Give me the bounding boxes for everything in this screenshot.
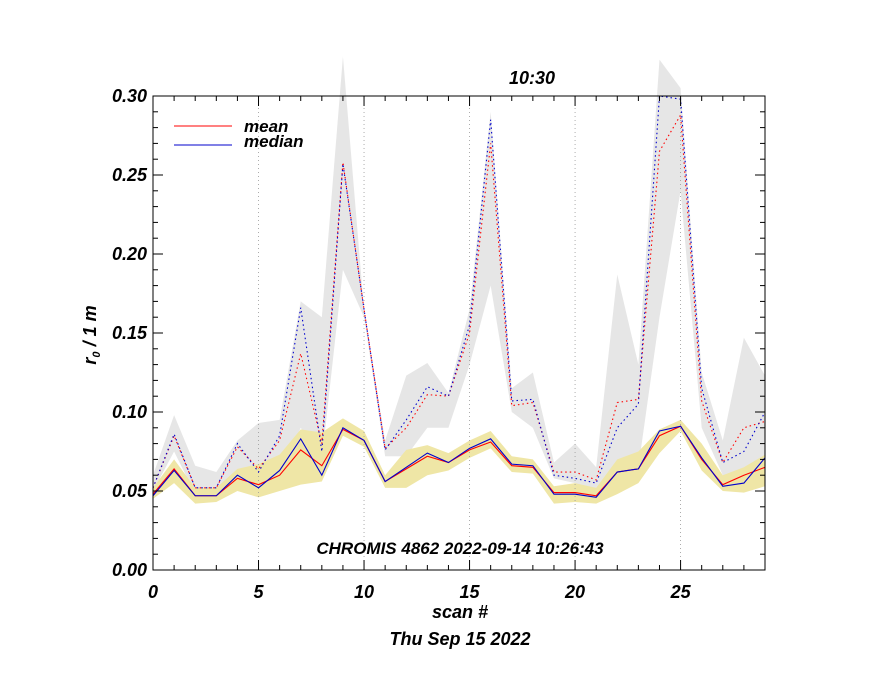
band-scatter-range <box>153 56 765 495</box>
series-mean-line <box>152 425 766 497</box>
tick-labels: 0 5 10 15 20 25 0.00 0.05 0.10 0.15 0.20 0.25 0.30 <box>112 86 692 602</box>
y-tick-label: 0.15 <box>112 323 148 343</box>
x-tick-label: 15 <box>460 582 481 602</box>
band-ground-layer <box>153 418 765 504</box>
series-lines <box>152 95 766 498</box>
y-axis-label-main: r <box>80 357 100 365</box>
legend-median-label: median <box>244 132 304 151</box>
y-tick-label: 0.25 <box>112 165 148 185</box>
y-tick-label: 0.30 <box>112 86 147 106</box>
bands <box>153 56 765 504</box>
y-tick-label: 0.10 <box>112 402 147 422</box>
chart-title: 10:30 <box>509 68 555 88</box>
y-tick-label: 0.20 <box>112 244 147 264</box>
x-tick-label: 25 <box>670 582 692 602</box>
y-axis-label-unit: / 1 m <box>80 305 100 351</box>
x-tick-label: 5 <box>254 582 265 602</box>
y-tick-label: 0.00 <box>112 560 147 580</box>
y-axis-label: r0 / 1 m <box>80 305 103 364</box>
x-tick-label: 0 <box>148 582 158 602</box>
x-tick-label: 10 <box>354 582 374 602</box>
vertical-grid <box>258 96 681 570</box>
y-tick-label: 0.05 <box>112 481 148 501</box>
legend: mean median <box>174 117 304 151</box>
series-median-upper-line <box>152 95 766 489</box>
x-tick-label: 20 <box>564 582 585 602</box>
legend-mean-label: mean <box>244 117 288 136</box>
chart-annotation: CHROMIS 4862 2022-09-14 10:26:43 <box>316 539 604 558</box>
axis-ticks <box>152 95 766 571</box>
x-axis-label: scan # <box>432 602 488 622</box>
y-axis-label-subscript: 0 <box>91 351 103 358</box>
series-median-line <box>152 425 766 498</box>
date-label: Thu Sep 15 2022 <box>389 629 530 649</box>
